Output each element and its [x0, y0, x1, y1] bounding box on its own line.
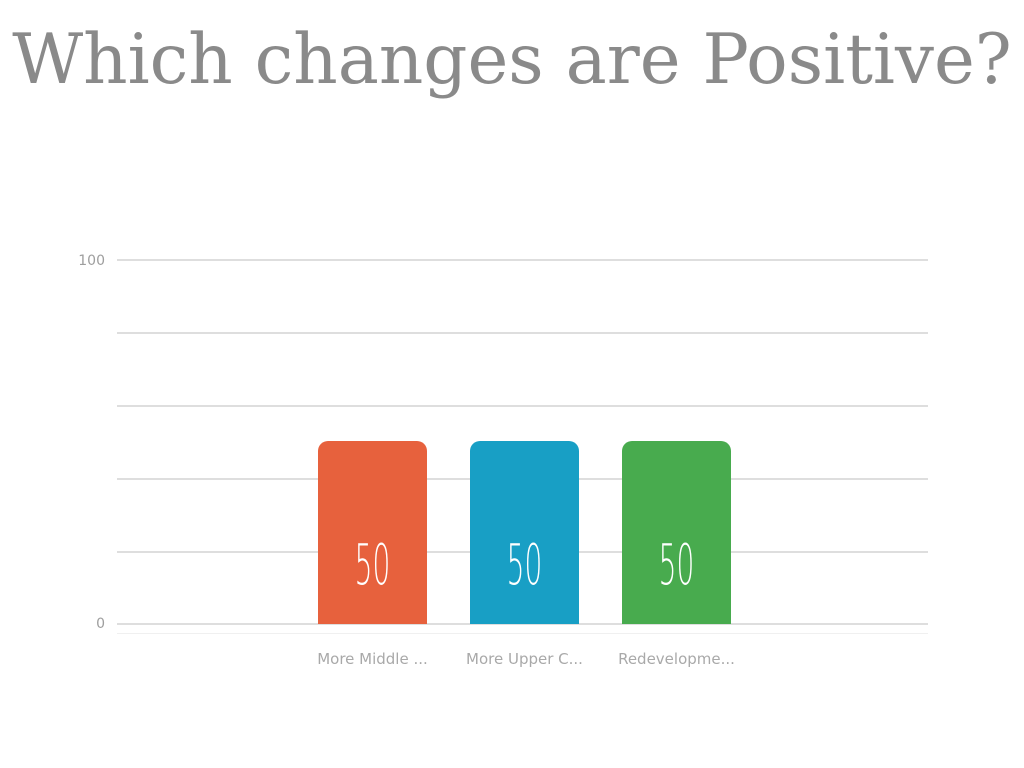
gridline-0-axis — [117, 623, 928, 625]
bar-value-label: 50 — [354, 533, 391, 598]
bar-group: 50 More Upper C... — [466, 441, 583, 668]
gridline-100 — [117, 259, 928, 261]
bar-group: 50 Redevelopme... — [618, 441, 735, 668]
bar-category-label: More Middle ... — [317, 650, 428, 668]
bar-group: 50 More Middle ... — [317, 441, 428, 668]
bar-category-label: More Upper C... — [466, 650, 583, 668]
gridline-60 — [117, 405, 928, 407]
bar-more-upper — [470, 441, 579, 624]
bar-more-middle — [318, 441, 427, 624]
axis-shadow-line — [117, 633, 928, 634]
bar-value-label: 50 — [506, 533, 543, 598]
slide-title: Which changes are Positive? — [12, 20, 1012, 100]
bar-redevelopment — [622, 441, 731, 624]
bar-category-label: Redevelopme... — [618, 650, 735, 668]
bar-value-label: 50 — [658, 533, 695, 598]
gridline-80 — [117, 332, 928, 334]
y-axis-label-min: 0 — [96, 616, 105, 632]
y-axis-label-max: 100 — [78, 253, 105, 269]
